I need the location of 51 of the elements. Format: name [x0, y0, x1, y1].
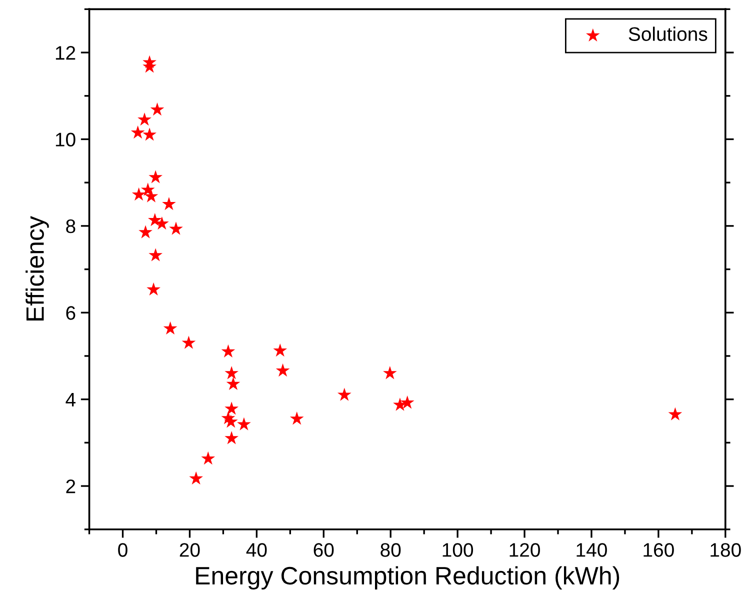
point — [163, 321, 178, 335]
x-tick-label: 180 — [710, 543, 741, 557]
point — [237, 417, 251, 430]
x-tick-label: 20 — [180, 543, 200, 557]
point — [138, 112, 152, 126]
y-tick-label: 8 — [66, 219, 76, 234]
y-axis-title: Efficiency — [26, 216, 49, 320]
y-tick-label: 10 — [56, 132, 76, 146]
point — [383, 366, 397, 380]
x-tick-label: 100 — [442, 543, 474, 557]
legend-label: Solutions — [628, 26, 708, 41]
point — [290, 412, 304, 425]
point — [130, 125, 145, 139]
point — [182, 336, 196, 349]
x-tick-label: 80 — [380, 543, 401, 557]
x-tick-label: 140 — [576, 543, 607, 557]
x-tick-label: 60 — [314, 543, 334, 557]
point — [221, 344, 236, 358]
x-axis-title: Energy Consumption Reduction (kWh) — [196, 566, 620, 590]
point — [224, 402, 238, 415]
point — [668, 407, 682, 420]
y-tick-label: 6 — [66, 306, 76, 320]
y-tick-label: 4 — [66, 393, 76, 406]
point — [337, 388, 352, 401]
point — [224, 414, 238, 428]
point — [224, 431, 238, 444]
x-tick-label: 0 — [118, 543, 128, 557]
point — [400, 396, 414, 409]
point — [142, 128, 156, 141]
point — [201, 451, 216, 465]
point — [226, 376, 240, 390]
point — [148, 248, 162, 262]
point — [144, 189, 158, 202]
y-tick-label: 12 — [56, 46, 76, 60]
point — [273, 343, 288, 357]
point — [132, 187, 146, 201]
point — [169, 222, 183, 235]
y-tick-label: 2 — [66, 480, 76, 494]
point — [224, 366, 238, 380]
point — [393, 398, 407, 411]
point — [162, 196, 176, 210]
point — [276, 363, 290, 377]
x-tick-label: 160 — [644, 543, 674, 557]
point — [148, 213, 162, 226]
x-tick-label: 120 — [510, 543, 540, 557]
point — [146, 282, 160, 296]
point — [189, 471, 204, 485]
x-tick-label: 40 — [246, 543, 267, 557]
point — [138, 225, 152, 238]
point — [148, 170, 162, 184]
point — [150, 102, 164, 116]
